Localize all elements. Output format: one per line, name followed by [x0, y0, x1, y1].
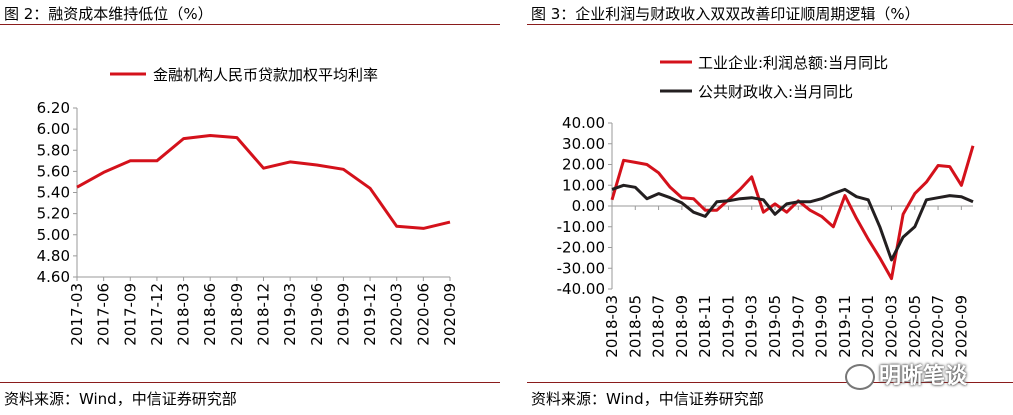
left-x-tick-label: 2017-03	[68, 283, 86, 346]
right-y-tick-label: -40.00	[557, 280, 605, 298]
right-x-tick-label: 2020-03	[882, 295, 900, 358]
right-y-tick-label: -10.00	[557, 218, 605, 236]
left-x-tick-label: 2017-06	[95, 283, 113, 346]
left-legend-label: 金融机构人民币贷款加权平均利率	[153, 66, 378, 84]
right-x-tick-label: 2019-09	[813, 295, 831, 358]
left-y-tick-label: 6.00	[37, 120, 70, 138]
left-title-rule	[0, 24, 500, 25]
right-x-tick-label: 2020-09	[952, 295, 970, 358]
left-x-tick-label: 2020-09	[441, 283, 459, 346]
left-y-tick-label: 5.20	[37, 205, 70, 223]
right-source-rule	[527, 382, 1013, 383]
left-source-rule	[0, 382, 500, 383]
right-y-tick-label: 30.00	[562, 135, 605, 153]
right-y-tick-label: -30.00	[557, 259, 605, 277]
right-y-tick-label: 40.00	[562, 114, 605, 132]
left-axes: 6.206.005.805.605.405.205.004.804.602017…	[37, 99, 459, 346]
left-x-tick-label: 2019-09	[334, 283, 352, 346]
left-chart-panel: 图 2：融资成本维持低位（%） 金融机构人民币贷款加权平均利率 6.20 6.00…	[0, 0, 500, 415]
right-x-tick-label: 2019-01	[719, 295, 737, 358]
right-source-note: 资料来源：Wind，中信证券研究部	[531, 390, 764, 408]
left-y-tick-label: 5.00	[37, 226, 70, 244]
right-x-tick-label: 2020-05	[906, 295, 924, 358]
right-x-tick-label: 2019-05	[766, 295, 784, 358]
right-x-tick-label: 2018-03	[603, 295, 621, 358]
right-x-tick-label: 2020-07	[929, 295, 947, 358]
right-chart-panel: 图 3：企业利润与财政收入双双改善印证顺周期逻辑（%） 工业企业:利润总额:当月…	[527, 0, 1013, 415]
right-y-tick-label: -20.00	[557, 239, 605, 257]
right-x-tick-label: 2019-11	[836, 295, 854, 358]
left-series-lines	[76, 134, 451, 230]
right-x-tick-label: 2018-11	[696, 295, 714, 358]
right-y-tick-label: 10.00	[562, 176, 605, 194]
left-chart-title: 图 2：融资成本维持低位（%）	[4, 5, 213, 23]
left-y-tick-label: 6.20	[37, 99, 70, 117]
left-x-tick-label: 2020-03	[388, 283, 406, 346]
left-source-note: 资料来源：Wind，中信证券研究部	[4, 390, 237, 408]
left-chart-svg: 金融机构人民币贷款加权平均利率 6.20 6.00 5.80 5.60 5.40 5.20…	[37, 66, 459, 346]
left-x-tick-label: 2017-09	[121, 283, 139, 346]
left-legend: 金融机构人民币贷款加权平均利率	[110, 66, 378, 84]
left-x-tick-label: 2019-03	[281, 283, 299, 346]
left-y-tick-label: 5.60	[37, 162, 70, 180]
right-x-tick-label: 2019-07	[789, 295, 807, 358]
right-series-lines	[610, 145, 975, 281]
left-y-tick-label: 5.40	[37, 184, 70, 202]
watermark-text: 明晰笔谈	[879, 364, 968, 389]
right-y-tick-label: 0.00	[572, 197, 605, 215]
left-x-tick-label: 2018-09	[228, 283, 246, 346]
right-chart-title: 图 3：企业利润与财政收入双双改善印证顺周期逻辑（%）	[531, 5, 920, 23]
left-x-tick-label: 2018-03	[175, 283, 193, 346]
wechat-icon	[845, 364, 875, 390]
right-y-tick-label: 20.00	[562, 156, 605, 174]
right-series-line-1	[610, 145, 975, 281]
right-legend-label-profit: 工业企业:利润总额:当月同比	[698, 54, 888, 72]
right-x-tick-label: 2018-09	[673, 295, 691, 358]
left-series-line-1	[76, 134, 451, 230]
right-x-tick-label: 2018-05	[626, 295, 644, 358]
left-x-tick-label: 2019-12	[361, 283, 379, 346]
left-x-tick-label: 2018-12	[255, 283, 273, 346]
right-title-rule	[527, 24, 1013, 25]
right-x-tick-label: 2019-03	[743, 295, 761, 358]
right-x-tick-label: 2018-07	[650, 295, 668, 358]
watermark-logo: 明晰笔谈	[845, 358, 967, 390]
left-y-tick-label: 4.60	[37, 268, 70, 286]
left-y-tick-label: 5.80	[37, 141, 70, 159]
left-y-tick-label: 4.80	[37, 247, 70, 265]
right-series-line-2	[611, 183, 974, 262]
right-axes: 40.00 30.00 20.00 10.00 0.00 -10.00 -20.00 -30.…	[557, 114, 973, 358]
right-legend-label-revenue: 公共财政收入:当月同比	[698, 83, 853, 101]
left-x-tick-label: 2019-06	[308, 283, 326, 346]
right-chart-svg: 工业企业:利润总额:当月同比 公共财政收入:当月同比 40.00 30.00 20.…	[557, 54, 975, 358]
left-x-tick-label: 2020-06	[414, 283, 432, 346]
right-x-tick-label: 2020-01	[859, 295, 877, 358]
right-legend: 工业企业:利润总额:当月同比 公共财政收入:当月同比	[660, 54, 888, 101]
left-x-tick-label: 2018-06	[201, 283, 219, 346]
left-x-tick-label: 2017-12	[148, 283, 166, 346]
